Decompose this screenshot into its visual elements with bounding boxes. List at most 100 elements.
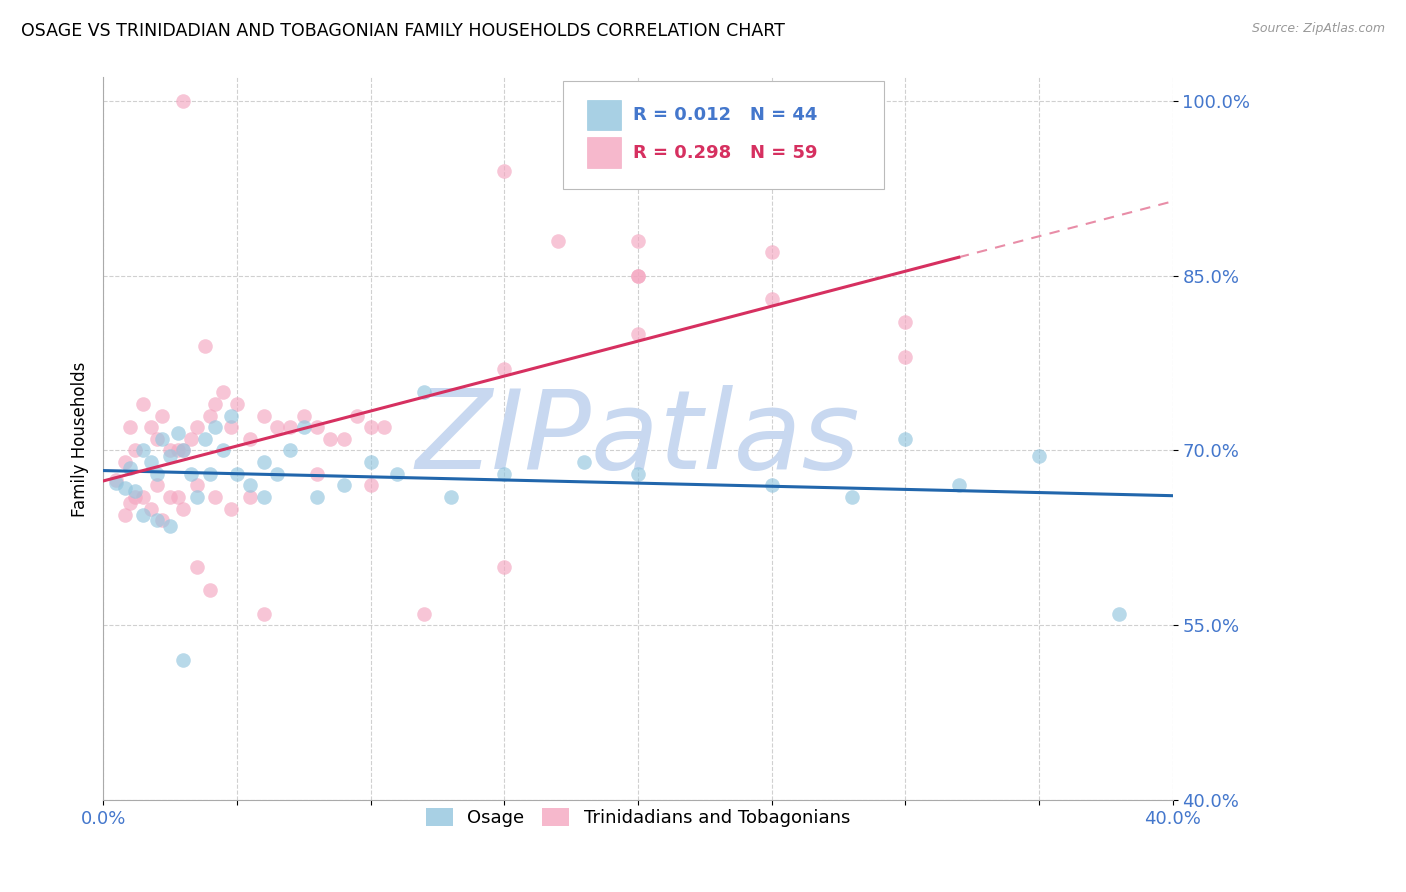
Point: [159, 450, 181, 464]
Point: [292, 420, 315, 434]
Point: [150, 409, 173, 423]
Point: [278, 420, 301, 434]
Point: [278, 443, 301, 458]
Point: [105, 473, 128, 487]
Y-axis label: Family Households: Family Households: [72, 361, 89, 516]
Point: [132, 490, 155, 504]
Point: [239, 432, 262, 446]
Point: [198, 583, 221, 598]
Point: [132, 443, 155, 458]
Point: [627, 467, 650, 481]
Point: [494, 467, 516, 481]
Point: [145, 478, 167, 492]
Point: [186, 478, 208, 492]
Point: [319, 432, 342, 446]
Point: [346, 409, 368, 423]
Point: [1028, 450, 1050, 464]
Point: [132, 508, 155, 522]
Point: [627, 268, 650, 283]
Point: [198, 409, 221, 423]
Point: [186, 490, 208, 504]
Point: [172, 653, 194, 667]
Point: [159, 443, 181, 458]
Point: [159, 490, 181, 504]
Point: [204, 420, 226, 434]
Point: [252, 607, 274, 621]
Point: [761, 478, 783, 492]
Point: [574, 455, 596, 469]
Point: [894, 350, 917, 364]
Point: [172, 501, 194, 516]
Point: [225, 397, 247, 411]
Point: [105, 476, 128, 491]
Text: OSAGE VS TRINIDADIAN AND TOBAGONIAN FAMILY HOUSEHOLDS CORRELATION CHART: OSAGE VS TRINIDADIAN AND TOBAGONIAN FAMI…: [21, 22, 785, 40]
Point: [494, 560, 516, 574]
Point: [172, 94, 194, 108]
Point: [198, 467, 221, 481]
Point: [204, 397, 226, 411]
Point: [440, 490, 463, 504]
Point: [360, 455, 382, 469]
Point: [167, 425, 190, 440]
Point: [494, 163, 516, 178]
Point: [292, 409, 315, 423]
Point: [141, 420, 163, 434]
Point: [948, 478, 970, 492]
Point: [239, 478, 262, 492]
Point: [252, 490, 274, 504]
Point: [118, 461, 141, 475]
Point: [132, 397, 155, 411]
Point: [212, 443, 235, 458]
Point: [150, 513, 173, 527]
Point: [172, 443, 194, 458]
Point: [124, 490, 146, 504]
Point: [266, 420, 288, 434]
Point: [221, 501, 243, 516]
Point: [145, 467, 167, 481]
Point: [305, 467, 328, 481]
Point: [194, 338, 217, 352]
Point: [186, 420, 208, 434]
Point: [627, 268, 650, 283]
Point: [547, 234, 569, 248]
Point: [761, 292, 783, 306]
Point: [172, 443, 194, 458]
Point: [333, 478, 356, 492]
FancyBboxPatch shape: [586, 137, 621, 168]
Point: [118, 496, 141, 510]
Point: [387, 467, 409, 481]
Point: [1108, 607, 1130, 621]
Point: [145, 513, 167, 527]
Point: [141, 501, 163, 516]
Point: [124, 484, 146, 499]
Text: R = 0.298   N = 59: R = 0.298 N = 59: [633, 144, 817, 161]
Point: [413, 385, 436, 400]
Point: [167, 490, 190, 504]
Point: [180, 467, 202, 481]
Text: Source: ZipAtlas.com: Source: ZipAtlas.com: [1251, 22, 1385, 36]
Point: [212, 385, 235, 400]
FancyBboxPatch shape: [586, 100, 621, 130]
Point: [186, 560, 208, 574]
Point: [167, 443, 190, 458]
Point: [114, 481, 136, 495]
Point: [360, 420, 382, 434]
Point: [225, 467, 247, 481]
Point: [494, 362, 516, 376]
FancyBboxPatch shape: [562, 81, 884, 189]
Point: [159, 519, 181, 533]
Point: [266, 467, 288, 481]
Point: [333, 432, 356, 446]
Point: [221, 409, 243, 423]
Point: [627, 234, 650, 248]
Point: [627, 326, 650, 341]
Point: [373, 420, 395, 434]
Point: [114, 455, 136, 469]
Point: [118, 420, 141, 434]
Point: [221, 420, 243, 434]
Point: [145, 432, 167, 446]
Point: [239, 490, 262, 504]
Point: [180, 432, 202, 446]
Text: R = 0.012   N = 44: R = 0.012 N = 44: [633, 106, 817, 124]
Point: [894, 315, 917, 329]
